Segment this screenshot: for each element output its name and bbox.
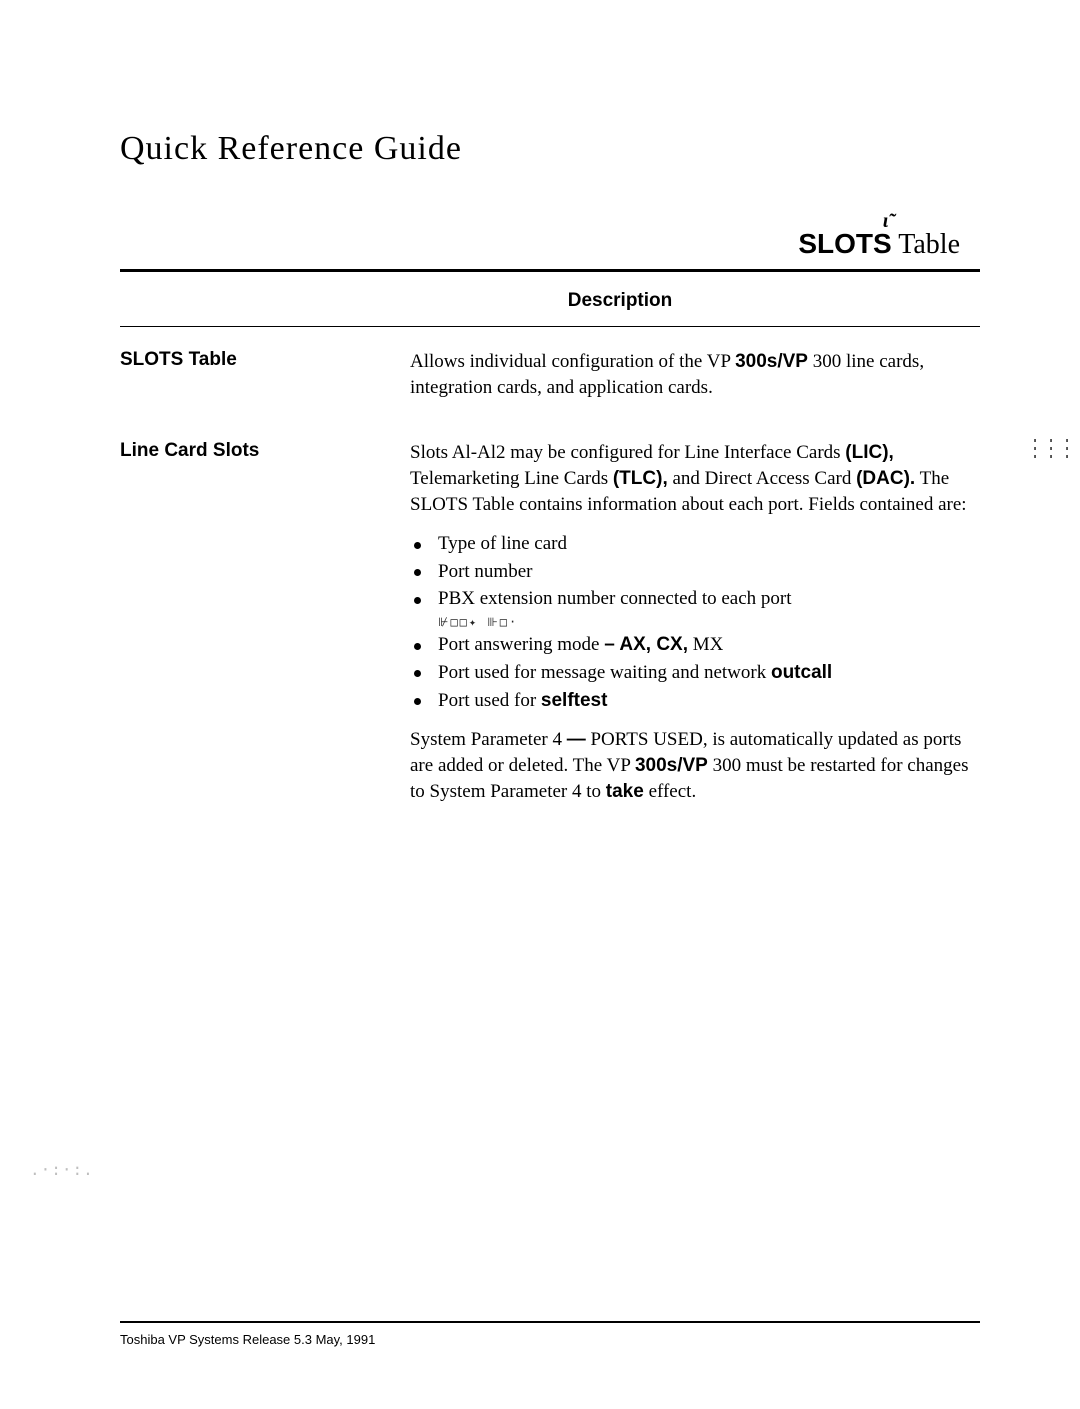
slots-table-paragraph: Allows individual configuration of the V… <box>410 349 980 400</box>
list-item: PBX extension number connected to each p… <box>410 586 980 612</box>
text-fragment: System Parameter 4 <box>410 729 567 750</box>
rule-top-thick <box>120 269 980 272</box>
line-card-footer-paragraph: System Parameter 4 — PORTS USED, is auto… <box>410 727 980 804</box>
footer-text: Toshiba VP Systems Release 5.3 May, 1991 <box>120 1332 375 1347</box>
text-bold-fragment: (DAC). <box>856 468 915 489</box>
rule-under-description <box>120 326 980 327</box>
section-title-bold: SLOTS <box>798 228 891 259</box>
bullet-text: Port answering mode <box>438 634 604 655</box>
section-title: SLOTS Table <box>120 228 960 261</box>
bullet-text: Type of line card <box>438 533 567 554</box>
bullet-bold: AX, CX, <box>615 634 688 655</box>
list-item: Port number <box>410 559 980 585</box>
body-slots-table: Allows individual configuration of the V… <box>410 349 980 414</box>
page-title: Quick Reference Guide <box>120 130 980 168</box>
list-item-glitch: ⊮□□✦ ⊪□· <box>410 614 980 630</box>
text-fragment: and Direct Access Card <box>668 468 856 489</box>
bullet-bold: selftest <box>541 690 608 711</box>
scan-edge-right-icon: ⋮⋮⋮ <box>1026 435 1074 462</box>
text-bold-fragment: 300s/VP <box>635 755 708 776</box>
text-bold-fragment: (TLC), <box>613 468 668 489</box>
bullet-text: Port used for message waiting and networ… <box>438 662 771 683</box>
bullet-text: MX <box>688 634 723 655</box>
text-bold-fragment: take <box>606 781 644 802</box>
footer-rule <box>120 1321 980 1323</box>
bullet-text: PBX extension number connected to each p… <box>438 588 792 609</box>
row-line-card-slots: Line Card Slots Slots Al-Al2 may be conf… <box>120 440 980 818</box>
section-title-rest: Table <box>892 229 960 260</box>
bullet-text-glitch: ⊮□□✦ ⊪□· <box>438 615 518 629</box>
text-fragment: Telemarketing Line Cards <box>410 468 613 489</box>
row-slots-table: SLOTS Table Allows individual configurat… <box>120 349 980 414</box>
scan-edge-left-icon: .·:·:. <box>30 1160 94 1179</box>
text-bold-fragment: (LIC), <box>845 442 894 463</box>
text-bold-fragment: 300s/VP <box>735 351 808 372</box>
list-item: Port answering mode – AX, CX, MX <box>410 632 980 658</box>
description-header: Description <box>260 290 980 312</box>
text-fragment: Allows individual configuration of the V… <box>410 351 735 372</box>
scan-specks-top: ˙ ˙ ˙ <box>740 450 773 465</box>
list-item: Port used for selftest <box>410 688 980 714</box>
text-fragment: Slots Al-Al2 may be configured for Line … <box>410 442 845 463</box>
content-area: SLOTS Table Allows individual configurat… <box>120 349 980 818</box>
line-card-intro-paragraph: Slots Al-Al2 may be configured for Line … <box>410 440 980 517</box>
list-item: Type of line card <box>410 531 980 557</box>
list-item: Port used for message waiting and networ… <box>410 660 980 686</box>
fields-bullet-list: Type of line card Port number PBX extens… <box>410 531 980 713</box>
bullet-text: Port number <box>438 561 532 582</box>
bullet-text: Port used for <box>438 690 541 711</box>
page-root: Quick Reference Guide ι˜ SLOTS Table Des… <box>0 0 1080 1409</box>
decor-arc-glyph: ι˜ <box>883 210 895 233</box>
text-bold-fragment: — <box>567 729 586 750</box>
bullet-bold: – <box>604 634 615 655</box>
bullet-bold: outcall <box>771 662 832 683</box>
text-fragment: effect. <box>644 781 696 802</box>
body-line-card-slots: Slots Al-Al2 may be configured for Line … <box>410 440 980 818</box>
label-line-card-slots: Line Card Slots <box>120 440 410 462</box>
label-slots-table: SLOTS Table <box>120 349 410 371</box>
